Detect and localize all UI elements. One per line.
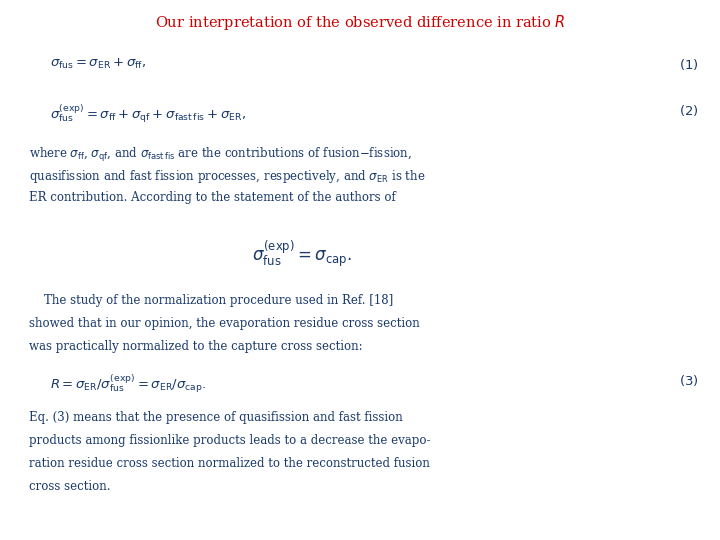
Text: cross section.: cross section. (29, 480, 110, 492)
Text: $(3)$: $(3)$ (679, 373, 698, 388)
Text: ration residue cross section normalized to the reconstructed fusion: ration residue cross section normalized … (29, 457, 430, 470)
Text: $(1)$: $(1)$ (679, 57, 698, 72)
Text: Eq. (3) means that the presence of quasifission and fast fission: Eq. (3) means that the presence of quasi… (29, 411, 402, 424)
Text: quasifission and fast fission processes, respectively, and $\sigma_{\mathrm{ER}}: quasifission and fast fission processes,… (29, 168, 426, 185)
Text: ER contribution. According to the statement of the authors of: ER contribution. According to the statem… (29, 191, 395, 204)
Text: was practically normalized to the capture cross section:: was practically normalized to the captur… (29, 340, 362, 353)
Text: showed that in our opinion, the evaporation residue cross section: showed that in our opinion, the evaporat… (29, 317, 420, 330)
Text: $\sigma_{\mathrm{fus}} = \sigma_{\mathrm{ER}} + \sigma_{\mathrm{ff}},$: $\sigma_{\mathrm{fus}} = \sigma_{\mathrm… (50, 57, 147, 71)
Text: $\sigma_{\mathrm{fus}}^{\mathrm{(exp)}} = \sigma_{\mathrm{ff}} + \sigma_{\mathrm: $\sigma_{\mathrm{fus}}^{\mathrm{(exp)}} … (50, 103, 246, 125)
Text: products among fissionlike products leads to a decrease the evapo-: products among fissionlike products lead… (29, 434, 431, 447)
Text: $(2)$: $(2)$ (679, 103, 698, 118)
Text: The study of the normalization procedure used in Ref. [18]: The study of the normalization procedure… (29, 294, 393, 307)
Text: $\sigma_{\mathrm{fus}}^{\mathrm{(exp)}} = \sigma_{\mathrm{cap}}.$: $\sigma_{\mathrm{fus}}^{\mathrm{(exp)}} … (252, 240, 353, 271)
Text: Our interpretation of the observed difference in ratio $R$: Our interpretation of the observed diffe… (155, 14, 565, 32)
Text: where $\sigma_{\mathrm{ff}}$, $\sigma_{\mathrm{qf}}$, and $\sigma_{\mathrm{fast\: where $\sigma_{\mathrm{ff}}$, $\sigma_{\… (29, 146, 412, 164)
Text: $R = \sigma_{\mathrm{ER}}/\sigma_{\mathrm{fus}}^{\mathrm{(exp)}} = \sigma_{\math: $R = \sigma_{\mathrm{ER}}/\sigma_{\mathr… (50, 373, 207, 395)
